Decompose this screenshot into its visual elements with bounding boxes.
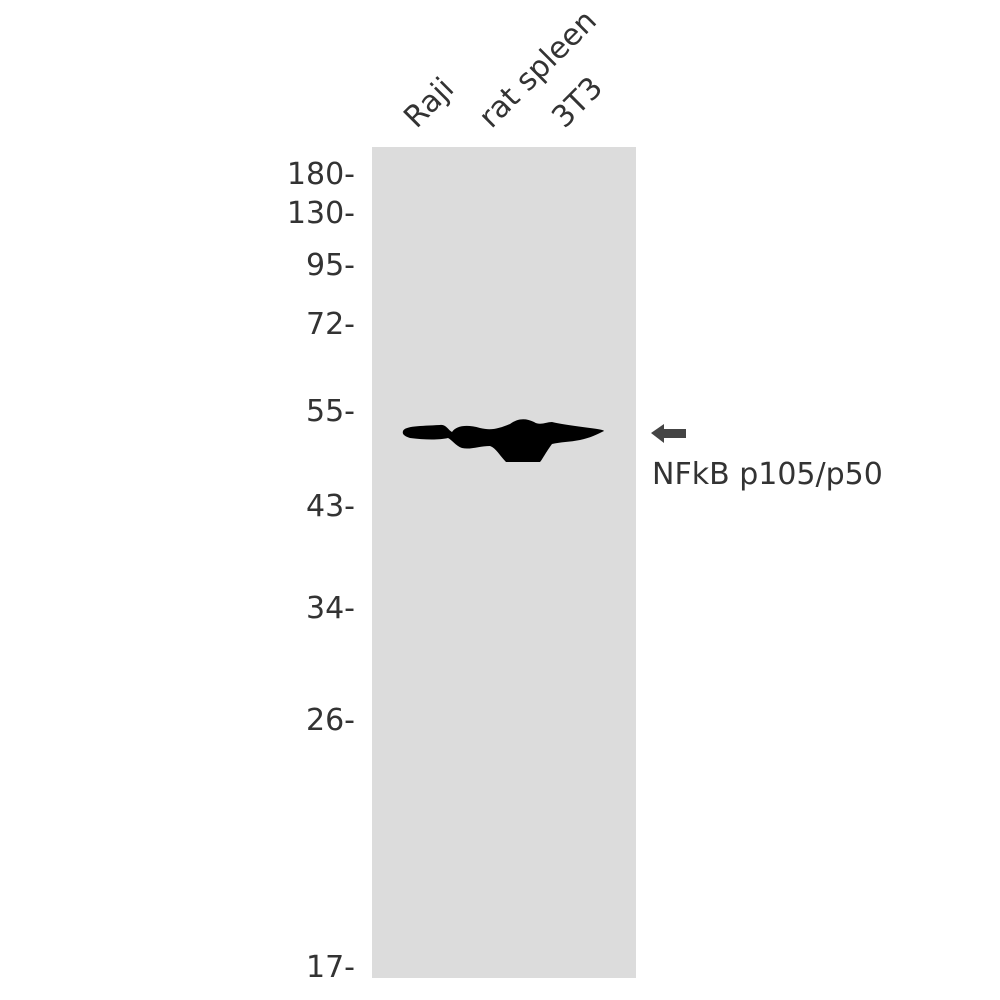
mw-marker-label: 130-: [286, 196, 355, 231]
mw-marker-label: 17-: [306, 950, 355, 985]
mw-marker-label: 34-: [306, 591, 355, 626]
protein-band: [402, 419, 604, 462]
mw-marker-label: 26-: [306, 703, 355, 738]
mw-marker-label: 43-: [306, 489, 355, 524]
mw-marker-label: 180-: [286, 157, 355, 192]
mw-marker-label: 55-: [306, 394, 355, 429]
mw-marker-label: 95-: [306, 248, 355, 283]
blot-membrane: [372, 147, 636, 978]
mw-marker-label: 72-: [306, 307, 355, 342]
target-protein-label: NFkB p105/p50: [652, 457, 883, 492]
